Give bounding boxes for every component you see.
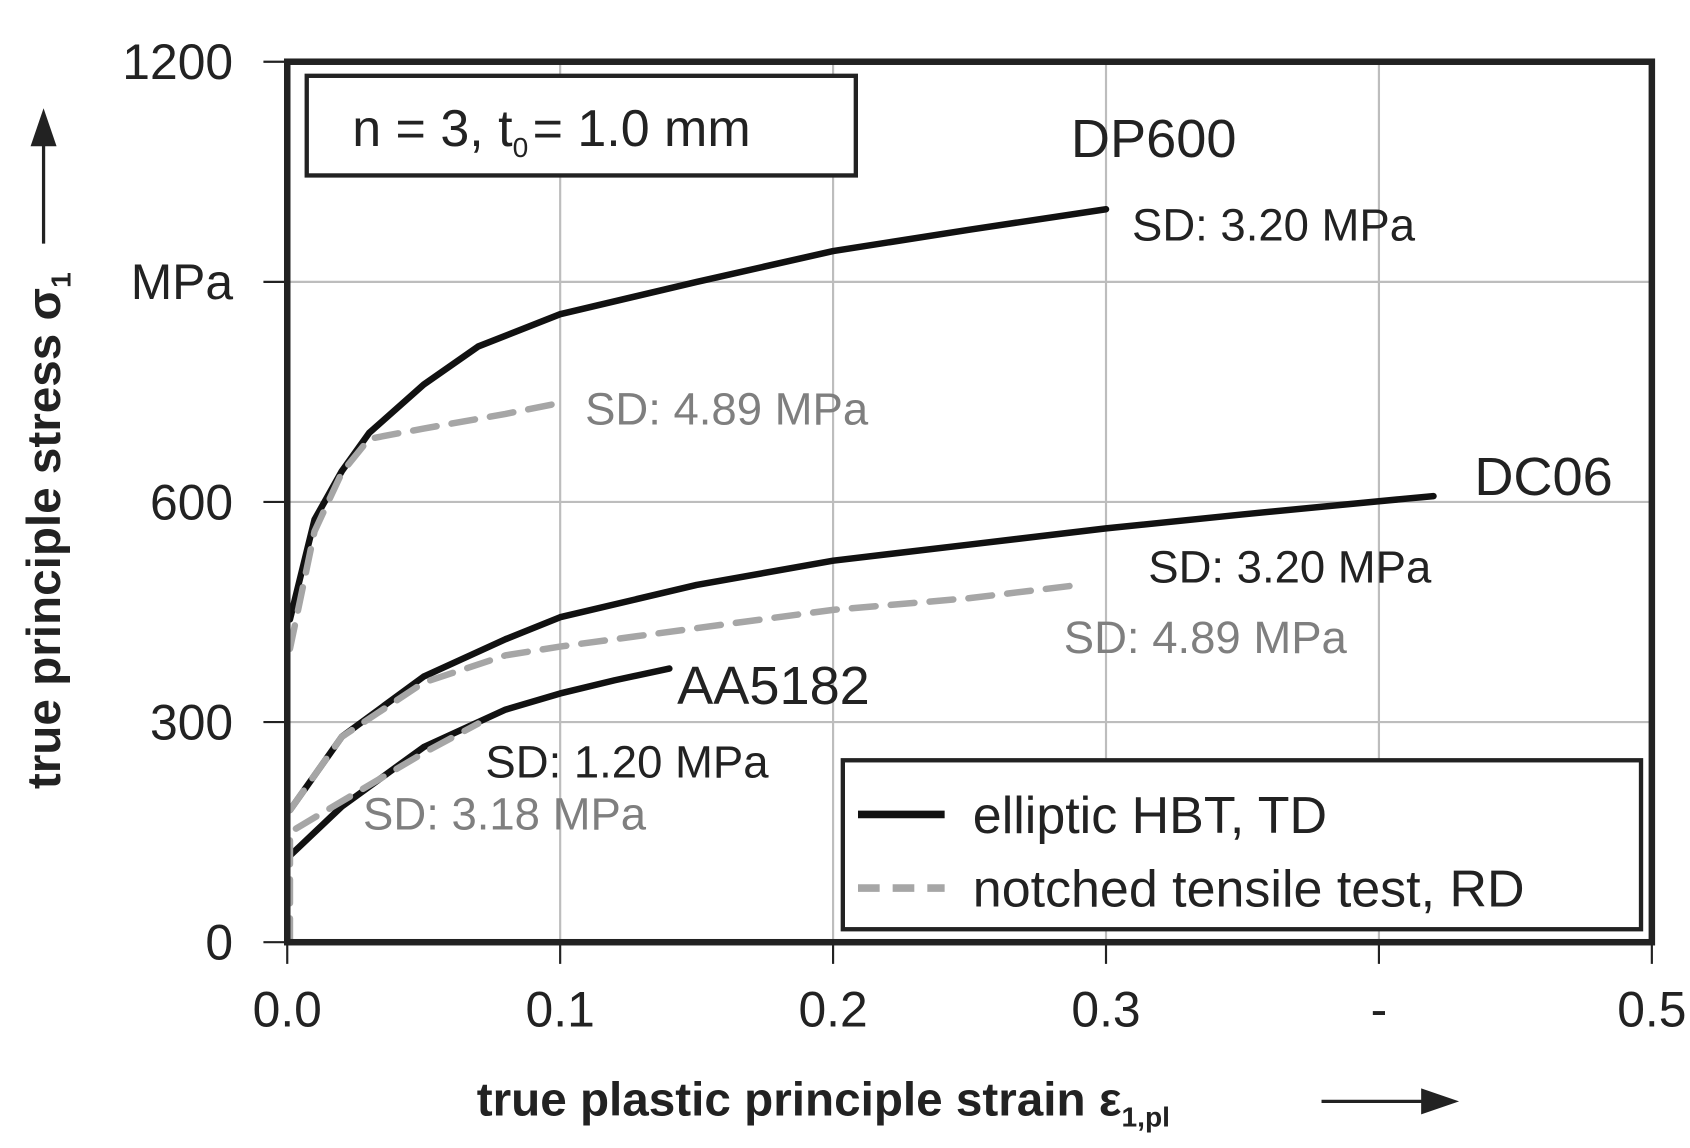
- material-label: AA5182: [677, 656, 870, 716]
- x-tick-label: 0.5: [1617, 982, 1686, 1038]
- x-tick-label: 0.1: [526, 982, 595, 1038]
- sd-label: SD: 3.20 MPa: [1148, 542, 1432, 593]
- x-tick-label: -: [1371, 982, 1388, 1038]
- legend-box: [840, 758, 1644, 932]
- note-box: [304, 73, 858, 178]
- solid-curve: [286, 665, 673, 859]
- y-tick-label: 300: [150, 694, 233, 750]
- y-label-sub: 1: [46, 272, 77, 288]
- sd-label: SD: 1.20 MPa: [485, 737, 769, 788]
- y-tick-label: 0: [205, 915, 233, 971]
- x-arrowhead: [1421, 1088, 1460, 1115]
- y-label-main: true principle stress σ: [18, 288, 71, 789]
- x-label-main: true plastic principle strain ε: [477, 1074, 1122, 1127]
- y-tick-label: 600: [150, 474, 233, 530]
- sd-label: SD: 4.89 MPa: [585, 384, 869, 435]
- x-axis-label: true plastic principle strain ε1,pl: [477, 1074, 1170, 1133]
- sd-label: SD: 4.89 MPa: [1064, 612, 1348, 663]
- sd-label: SD: 3.18 MPa: [363, 789, 647, 840]
- legend: elliptic HBT, TD notched tensile test, RD: [840, 758, 1644, 932]
- x-tick-label: 0.0: [253, 982, 322, 1038]
- legend-label: elliptic HBT, TD: [973, 787, 1327, 845]
- y-tick-label: 1200: [122, 34, 233, 90]
- dashed-curve: [286, 581, 1082, 814]
- labels: 0 300 600 MPa 1200 0.0 0.1 0.2 0.3 - 0.5 DP600 SD: 3…: [122, 34, 1686, 1038]
- x-label-sub: 1,pl: [1121, 1101, 1169, 1132]
- material-label: DP600: [1071, 109, 1237, 169]
- x-tick-label: 0.3: [1071, 982, 1140, 1038]
- curves: [286, 205, 1437, 946]
- solid-curve: [286, 492, 1437, 814]
- legend-label: notched tensile test, RD: [973, 860, 1525, 918]
- y-arrowhead: [30, 108, 57, 147]
- x-tick-label: 0.2: [798, 982, 867, 1038]
- sd-label: SD: 3.20 MPa: [1132, 199, 1416, 250]
- y-axis-label: true principle stress σ1: [18, 272, 77, 789]
- y-tick-label: MPa: [131, 254, 234, 310]
- note-text: n = 3, t0= 1.0 mm: [352, 100, 750, 163]
- plot-frame: [283, 58, 1656, 946]
- note-main: n = 3, t: [352, 100, 513, 158]
- note-rest: = 1.0 mm: [533, 100, 751, 158]
- dashed-curve: [286, 399, 564, 652]
- dashed-curve: [286, 720, 482, 946]
- material-label: DC06: [1474, 447, 1612, 507]
- note-sub: 0: [513, 132, 529, 163]
